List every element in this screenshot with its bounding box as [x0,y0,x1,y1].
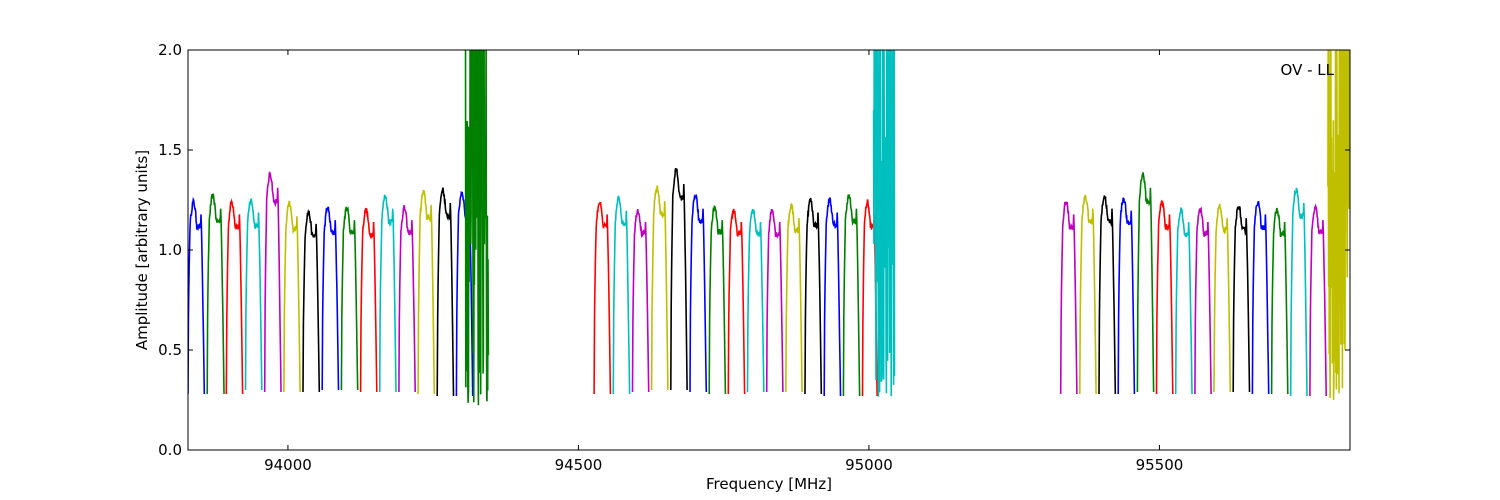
channel-trace [1232,206,1251,393]
channel-trace [1270,207,1289,395]
channel-trace [708,205,727,395]
channel-trace [1251,200,1270,395]
noisy-trace [1327,50,1350,400]
channel-trace [359,207,378,393]
x-tick-label: 94500 [555,456,603,474]
x-tick-label: 95000 [845,456,893,474]
y-tick-label: 1.5 [158,141,182,159]
channel-trace [1117,197,1136,395]
channel-trace [417,190,436,395]
y-tick-label: 2.0 [158,41,182,59]
plot-annotation: OV - LL [1281,61,1335,79]
channel-trace [593,201,612,395]
channel-trace [1289,187,1308,397]
channel-trace [1059,201,1078,395]
channel-trace [244,198,263,391]
channel-trace [1174,207,1193,395]
channel-trace [436,187,455,397]
channel-trace [612,195,631,395]
channel-trace [206,193,225,395]
y-tick-label: 0.0 [158,441,182,459]
channel-trace [1136,172,1155,393]
data-layer [188,50,1350,406]
channel-trace [378,194,397,393]
x-tick-label: 95500 [1136,456,1184,474]
channel-trace [823,196,842,397]
x-axis-label: Frequency [MHz] [706,475,832,493]
channel-trace [1309,203,1327,397]
channel-trace [1213,203,1232,393]
channel-trace [302,208,321,393]
channel-trace [398,204,416,393]
channel-trace [746,208,765,393]
channel-trace [263,171,282,393]
channel-trace [804,197,823,395]
channel-trace [321,206,340,391]
channel-trace [689,193,708,393]
channel-trace [283,200,301,393]
x-tick-label: 94000 [264,456,312,474]
channel-trace [1194,206,1212,395]
channel-trace [631,209,650,393]
channel-trace [1079,194,1097,395]
channel-trace [225,198,244,395]
noisy-trace [872,50,896,397]
channel-trace [188,196,206,395]
channel-trace [1098,194,1117,395]
channel-trace [842,194,861,397]
y-axis-label: Amplitude [arbitrary units] [133,150,151,350]
channel-trace [669,167,688,391]
channel-trace [727,208,746,395]
ticks-layer: 94000 94500 95000 95500 0.0 0.5 1.0 1.5 2.0 [158,41,1350,474]
channel-trace [785,202,803,393]
channel-trace [650,185,669,391]
noisy-trace [464,50,490,406]
y-tick-label: 1.0 [158,241,182,259]
channel-trace [340,206,359,391]
y-tick-label: 0.5 [158,341,182,359]
channel-trace [1155,199,1174,395]
channel-trace [765,208,784,393]
